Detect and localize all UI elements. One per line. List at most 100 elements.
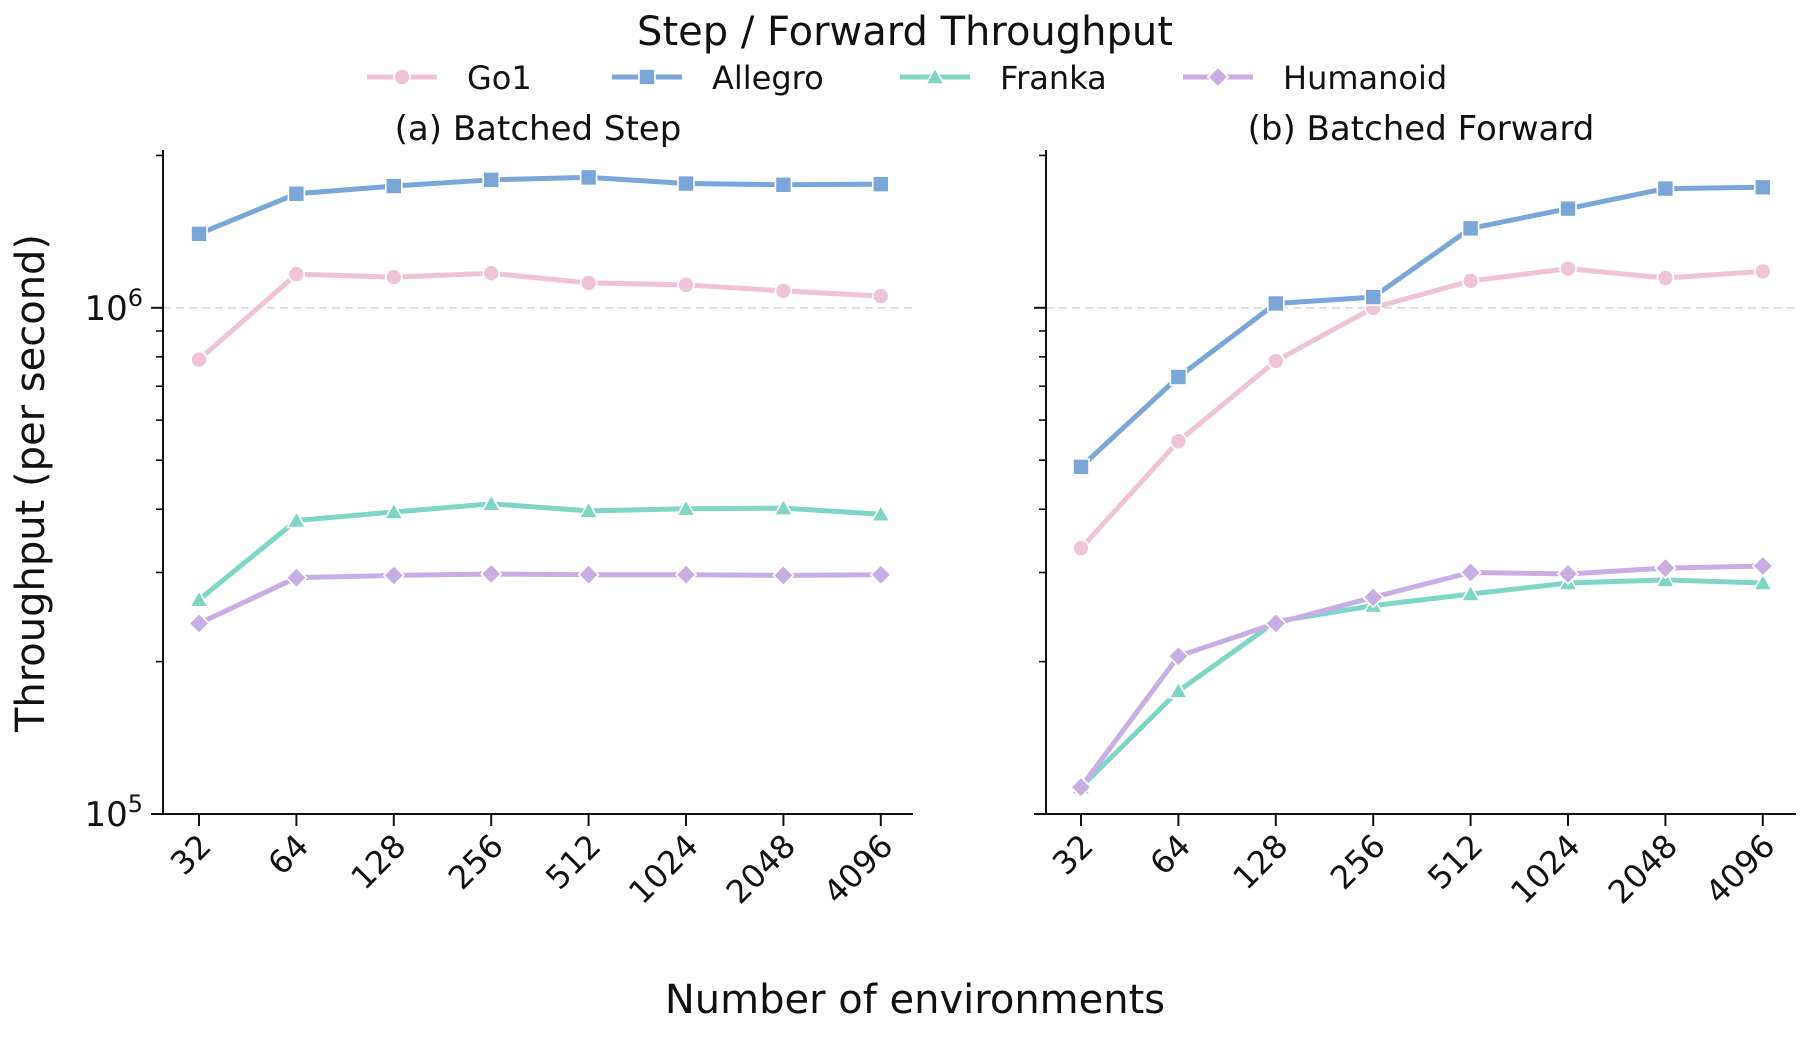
x-tick-label: 512 xyxy=(1420,827,1490,897)
point-humanoid xyxy=(1069,776,1093,799)
point-allegro xyxy=(482,171,501,189)
x-tick-label: 128 xyxy=(1225,827,1295,897)
point-allegro xyxy=(579,168,598,187)
point-allegro xyxy=(1461,219,1480,238)
x-tick-label: 256 xyxy=(1323,827,1393,897)
point-go1 xyxy=(1754,262,1772,281)
legend-marker-go1 xyxy=(393,68,411,86)
point-franka xyxy=(286,509,307,529)
point-franka xyxy=(1752,572,1774,591)
y-tick-label: 106 xyxy=(84,284,143,329)
panel-batched-step: (a) Batched Step 105 106 32 64 128 256 512 1024 2… xyxy=(84,109,913,911)
legend-label-humanoid: Humanoid xyxy=(1283,59,1447,97)
point-allegro xyxy=(1267,294,1285,313)
point-go1 xyxy=(677,276,695,294)
x-tick-label: 32 xyxy=(1045,827,1101,883)
point-humanoid xyxy=(285,566,308,589)
point-go1 xyxy=(1072,539,1090,558)
point-humanoid xyxy=(1556,562,1580,586)
panel-title: (b) Batched Forward xyxy=(1248,109,1595,149)
point-humanoid xyxy=(1654,557,1677,580)
point-allegro xyxy=(384,177,403,195)
x-tick-label: 2048 xyxy=(1601,827,1685,911)
point-franka xyxy=(188,589,210,608)
panel-title: (a) Batched Step xyxy=(395,109,682,149)
legend-label-allegro: Allegro xyxy=(712,59,824,97)
point-humanoid xyxy=(772,564,795,587)
x-tick-label: 64 xyxy=(260,827,316,883)
point-franka xyxy=(1460,583,1481,602)
point-allegro xyxy=(1559,199,1577,218)
point-go1 xyxy=(1461,272,1480,290)
point-allegro xyxy=(677,174,695,193)
point-allegro xyxy=(1656,179,1675,198)
point-go1 xyxy=(482,264,501,283)
point-allegro xyxy=(1072,458,1090,476)
series-line-humanoid xyxy=(197,571,881,626)
point-franka xyxy=(578,500,599,519)
point-go1 xyxy=(871,287,890,305)
point-humanoid xyxy=(1362,586,1385,609)
x-tick-label: 4096 xyxy=(816,827,900,911)
point-allegro xyxy=(1754,178,1772,197)
x-tick-label: 4096 xyxy=(1698,827,1782,911)
point-allegro xyxy=(190,225,208,243)
series-line-allegro xyxy=(1079,184,1763,469)
series-line-allegro xyxy=(198,174,881,237)
x-tick-label: 512 xyxy=(538,827,608,897)
panel-batched-forward: (b) Batched Forward 32 64 128 256 512 1024 2048… xyxy=(1034,109,1796,911)
point-franka xyxy=(675,498,697,517)
point-humanoid xyxy=(674,563,698,586)
legend: Go1 Allegro Franka Humanoid xyxy=(367,59,1447,97)
series-line-franka xyxy=(197,501,881,602)
series-line-humanoid xyxy=(1078,563,1763,789)
point-franka xyxy=(773,497,794,516)
point-humanoid xyxy=(382,564,405,587)
y-tick-label: 105 xyxy=(84,790,143,835)
point-go1 xyxy=(1656,269,1675,287)
legend-marker-humanoid xyxy=(1206,65,1230,89)
legend-label-go1: Go1 xyxy=(467,59,532,97)
point-go1 xyxy=(774,282,793,300)
point-humanoid xyxy=(869,563,892,586)
series-line-franka xyxy=(1079,577,1763,789)
x-tick-label: 2048 xyxy=(719,827,803,911)
point-franka xyxy=(383,501,405,520)
legend-marker-allegro xyxy=(638,68,656,86)
point-allegro xyxy=(1364,288,1382,306)
point-allegro xyxy=(774,175,793,194)
x-tick-label: 128 xyxy=(343,827,413,897)
point-go1 xyxy=(579,274,598,292)
point-humanoid xyxy=(577,563,600,586)
x-tick-label: 1024 xyxy=(621,827,705,911)
point-go1 xyxy=(1267,352,1285,370)
point-allegro xyxy=(871,175,890,193)
x-axis-label: Number of environments xyxy=(665,977,1165,1023)
figure-title: Step / Forward Throughput xyxy=(637,9,1173,55)
point-humanoid xyxy=(1167,645,1190,668)
point-go1 xyxy=(1559,259,1577,278)
series-line-go1 xyxy=(197,270,881,362)
point-humanoid xyxy=(1751,554,1774,578)
point-allegro xyxy=(1169,368,1188,386)
point-franka xyxy=(480,493,502,512)
legend-marker-franka xyxy=(924,66,946,85)
y-axis-label: Throughput (per second) xyxy=(8,234,54,733)
point-go1 xyxy=(190,350,208,369)
point-go1 xyxy=(384,268,403,286)
x-tick-label: 1024 xyxy=(1503,827,1587,911)
point-humanoid xyxy=(1264,612,1287,635)
x-tick-label: 256 xyxy=(441,827,511,897)
point-humanoid xyxy=(1459,561,1482,584)
x-tick-label: 64 xyxy=(1142,827,1198,883)
point-go1 xyxy=(287,265,306,284)
point-go1 xyxy=(1169,432,1188,451)
point-humanoid xyxy=(187,612,211,635)
point-franka xyxy=(1168,680,1189,699)
legend-label-franka: Franka xyxy=(1000,59,1107,97)
point-humanoid xyxy=(480,562,503,586)
x-tick-label: 32 xyxy=(163,827,219,883)
series-line-go1 xyxy=(1079,266,1763,550)
point-franka xyxy=(870,503,892,523)
point-allegro xyxy=(287,184,306,203)
